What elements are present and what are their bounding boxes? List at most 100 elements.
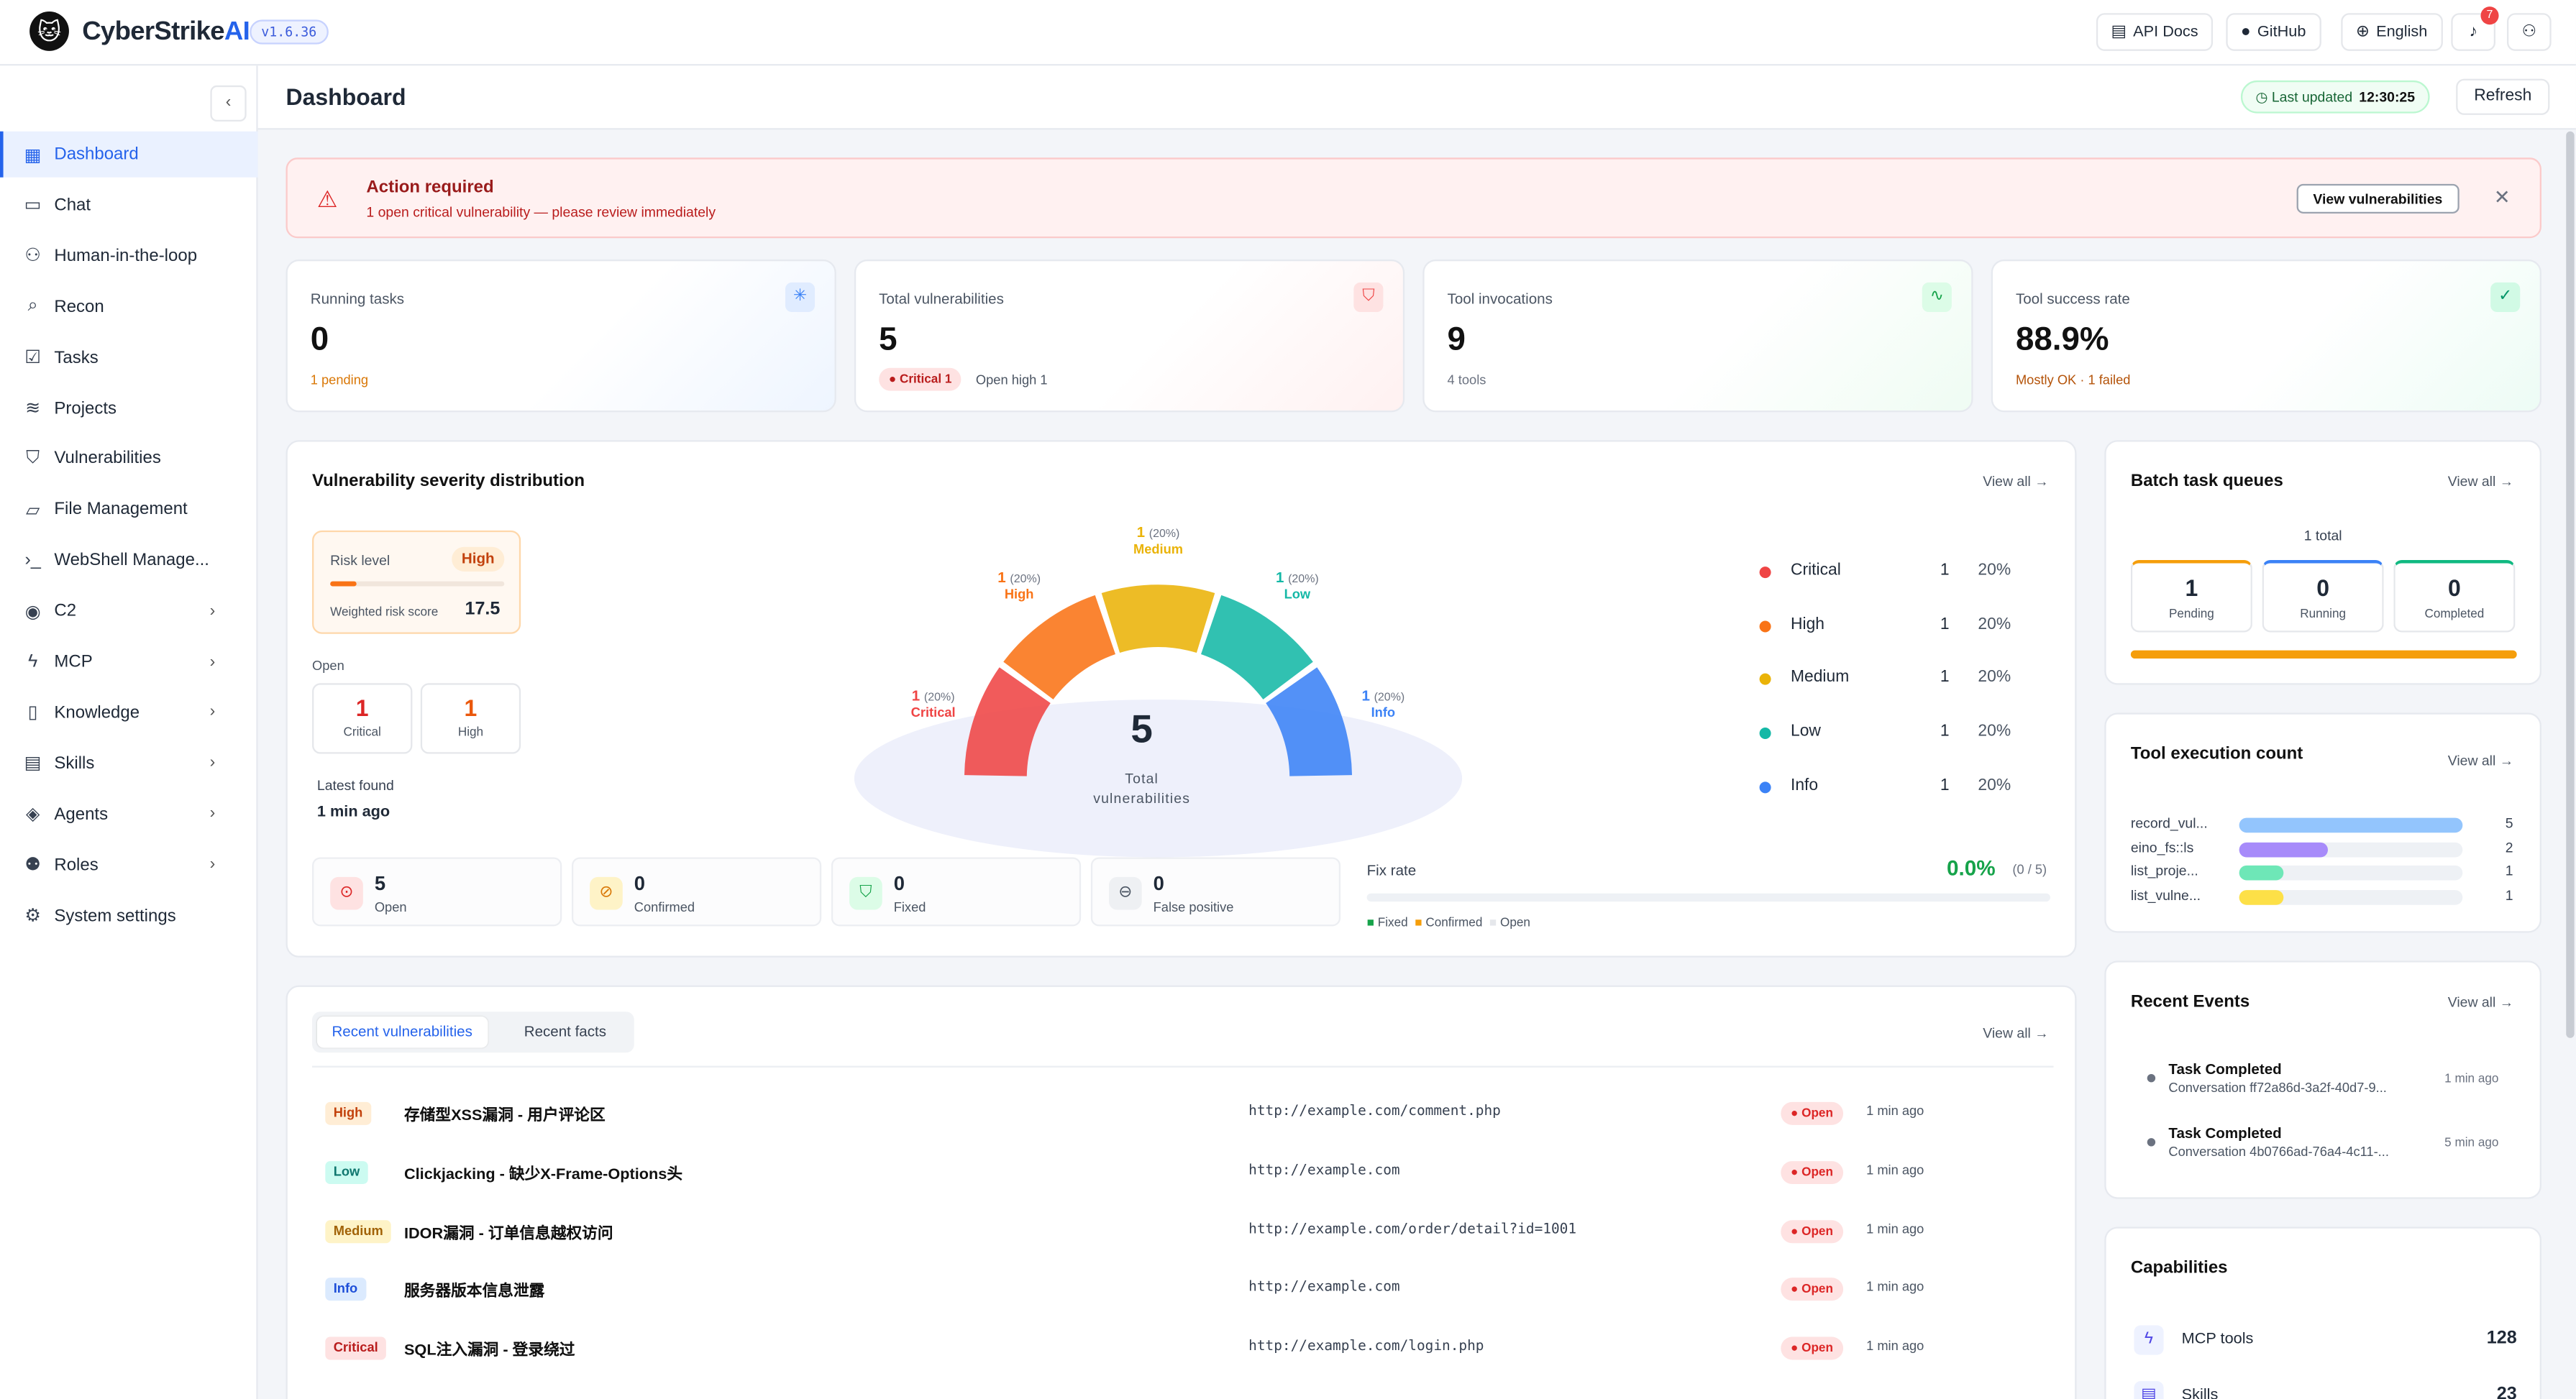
open-critical-box[interactable]: 1 Critical (312, 683, 413, 754)
gauge-category-medium: Medium (1133, 541, 1183, 556)
sidebar-item-file-management[interactable]: ▱ File Management (0, 487, 258, 533)
sidebar-item-vulnerabilities[interactable]: ⛉ Vulnerabilities (0, 436, 258, 482)
legend-row-info: Info 1 20% (1755, 776, 2018, 799)
table-row[interactable]: Low Clickjacking - 缺少X-Frame-Options头 http… (312, 1156, 2053, 1189)
github-button[interactable]: ● GitHub (2226, 13, 2321, 51)
sidebar-item-webshell-manage[interactable]: ›_ WebShell Manage... (0, 537, 258, 583)
sidebar-item-system-settings[interactable]: ⚙ System settings (0, 893, 258, 939)
close-icon[interactable]: ✕ (2493, 185, 2511, 209)
capabilities-card: Capabilities ϟ MCP tools 128 ▤ Skills 23 (2104, 1226, 2541, 1399)
legend-dot (1759, 781, 1771, 793)
table-row[interactable]: High 存储型XSS漏洞 - 用户评论区 http://example.com/c… (312, 1097, 2053, 1130)
open-high-box[interactable]: 1 High (420, 683, 521, 754)
event-item[interactable]: Task Completed Conversation ff72a86d-3a2f… (2131, 1056, 2517, 1106)
view-all-link[interactable]: View all → (2447, 472, 2514, 490)
tool-bar-track (2239, 842, 2463, 857)
sidebar-item-agents[interactable]: ◈ Agents › (0, 791, 258, 837)
vulnerability-title[interactable]: 服务器版本信息泄露 (403, 1283, 545, 1302)
grid-icon: ▦ (24, 145, 42, 165)
summary-false-positive[interactable]: ⊖ 0 False positive (1090, 857, 1341, 927)
refresh-button[interactable]: Refresh (2456, 78, 2550, 115)
sidebar-item-skills[interactable]: ▤ Skills › (0, 740, 258, 786)
language-button[interactable]: ⊕ English (2341, 13, 2442, 51)
document-icon: ▤ (24, 754, 42, 774)
stat-label: Tool success rate (2015, 290, 2130, 308)
sidebar-item-tasks[interactable]: ☑ Tasks (0, 334, 258, 380)
last-updated-badge: ◷ Last updated 12:30:25 (2240, 80, 2430, 114)
view-vulnerabilities-button[interactable]: View vulnerabilities (2296, 183, 2459, 214)
tab-recent-facts[interactable]: Recent facts (524, 1023, 607, 1040)
sidebar-item-label: Human-in-the-loop (54, 246, 198, 266)
bell-icon: ♪ (2469, 22, 2477, 42)
event-item[interactable]: Task Completed Conversation 4b0766ad-76a4… (2131, 1120, 2517, 1170)
event-dot (2147, 1073, 2156, 1083)
bolt-icon: ϟ (28, 651, 38, 672)
stack-icon: ◈ (26, 804, 40, 825)
gauge-segment-high[interactable] (1003, 595, 1115, 700)
summary-confirmed[interactable]: ⊘ 0 Confirmed (571, 857, 822, 927)
sidebar-item-knowledge[interactable]: ▯ Knowledge › (0, 689, 258, 735)
user-menu-button[interactable]: ⚇ (2506, 13, 2552, 51)
sidebar-item-projects[interactable]: ≋ Projects (0, 385, 258, 431)
globe-icon: ⊕ (2355, 22, 2370, 42)
legend-row-critical: Critical 1 20% (1755, 561, 2018, 584)
gauge-segment-critical[interactable] (964, 667, 1051, 776)
stat-tool-invocations: Tool invocations 9 4 tools ∿ (1422, 259, 1973, 413)
tab-recent-vulnerabilities[interactable]: Recent vulnerabilities (316, 1017, 488, 1048)
stat-label: Tool invocations (1447, 290, 1553, 308)
recent-vulnerabilities-card: Recent vulnerabilities Recent facts View… (286, 985, 2077, 1399)
app-name: CyberStrikeAI (82, 18, 250, 46)
capability-row: ϟ MCP tools 128 (2131, 1322, 2517, 1358)
book-icon: ▯ (27, 703, 38, 724)
summary-fixed[interactable]: ⛉ 0 Fixed (831, 857, 1082, 927)
sidebar-item-label: Chat (54, 195, 91, 216)
notification-count: 7 (2480, 6, 2499, 25)
api-docs-button[interactable]: ▤ API Docs (2096, 13, 2214, 51)
gauge-label-critical: 1 (20%) (912, 687, 955, 704)
sidebar-item-c2[interactable]: ◉ C2 › (0, 588, 258, 634)
queue-running[interactable]: 0 Running (2262, 559, 2384, 633)
view-all-link[interactable]: View all → (2447, 994, 2514, 1010)
view-all-link[interactable]: View all → (1983, 472, 2049, 490)
gauge-segment-medium[interactable] (1101, 584, 1215, 653)
vulnerability-title[interactable]: 存储型XSS漏洞 - 用户评论区 (403, 1106, 606, 1125)
sidebar-item-dashboard[interactable]: ▦ Dashboard (0, 131, 258, 178)
summary-open[interactable]: ⊙ 5 Open (312, 857, 562, 927)
vulnerability-title[interactable]: Clickjacking - 缺少X-Frame-Options头 (403, 1165, 683, 1184)
page-header: Dashboard ◷ Last updated 12:30:25 Refresh (257, 65, 2576, 130)
chevron-left-icon: ‹ (225, 93, 232, 112)
risk-level-box: Risk level High Weighted risk score 17.5 (312, 530, 521, 634)
false-positive-icon: ⊖ (1108, 876, 1142, 910)
view-all-link[interactable]: View all → (2447, 752, 2514, 769)
tool-bar-track (2239, 890, 2463, 905)
fixed-shield-icon: ⛉ (849, 876, 882, 910)
sidebar-item-recon[interactable]: ⌕ Recon (0, 283, 258, 329)
stat-value: 9 (1447, 321, 1466, 358)
fix-rate-legend: ■ Fixed ■ Confirmed ■ Open (1366, 914, 1530, 930)
gauge-segment-info[interactable] (1266, 667, 1353, 776)
check-icon: ✓ (2490, 282, 2521, 313)
page-scrollbar[interactable] (2566, 131, 2575, 1038)
collapse-sidebar-button[interactable]: ‹ (210, 85, 247, 122)
gauge-segment-low[interactable] (1201, 595, 1313, 700)
sidebar-item-human-in-the-loop[interactable]: ⚇ Human-in-the-loop (0, 233, 258, 279)
table-row[interactable]: Medium IDOR漏洞 - 订单信息越权访问 http://example.co… (312, 1215, 2053, 1248)
sidebar-item-label: Roles (54, 855, 99, 875)
sidebar-item-mcp[interactable]: ϟ MCP › (0, 639, 258, 685)
table-row[interactable]: Critical SQL注入漏洞 - 登录绕过 http://example.com… (312, 1332, 2053, 1365)
vulnerability-title[interactable]: IDOR漏洞 - 订单信息越权访问 (403, 1224, 613, 1243)
gauge-category-critical: Critical (911, 705, 956, 720)
sidebar-item-label: Skills (54, 753, 95, 774)
table-row[interactable]: Info 服务器版本信息泄露 http://example.com ● Open 1 m… (312, 1273, 2053, 1306)
tool-bar (2239, 842, 2329, 857)
severity-distribution-card: Vulnerability severity distribution View… (286, 440, 2077, 958)
view-all-link[interactable]: View all → (1983, 1024, 2049, 1042)
severity-badge: Critical (325, 1336, 387, 1360)
sidebar-item-roles[interactable]: ⚉ Roles › (0, 842, 258, 888)
open-label: Open (312, 659, 344, 674)
sidebar-item-chat[interactable]: ▭ Chat (0, 182, 258, 228)
card-title: Recent Events (2130, 991, 2250, 1012)
vulnerability-title[interactable]: SQL注入漏洞 - 登录绕过 (403, 1341, 575, 1360)
queue-pending[interactable]: 1 Pending (2130, 559, 2252, 633)
queue-completed[interactable]: 0 Completed (2393, 559, 2516, 633)
